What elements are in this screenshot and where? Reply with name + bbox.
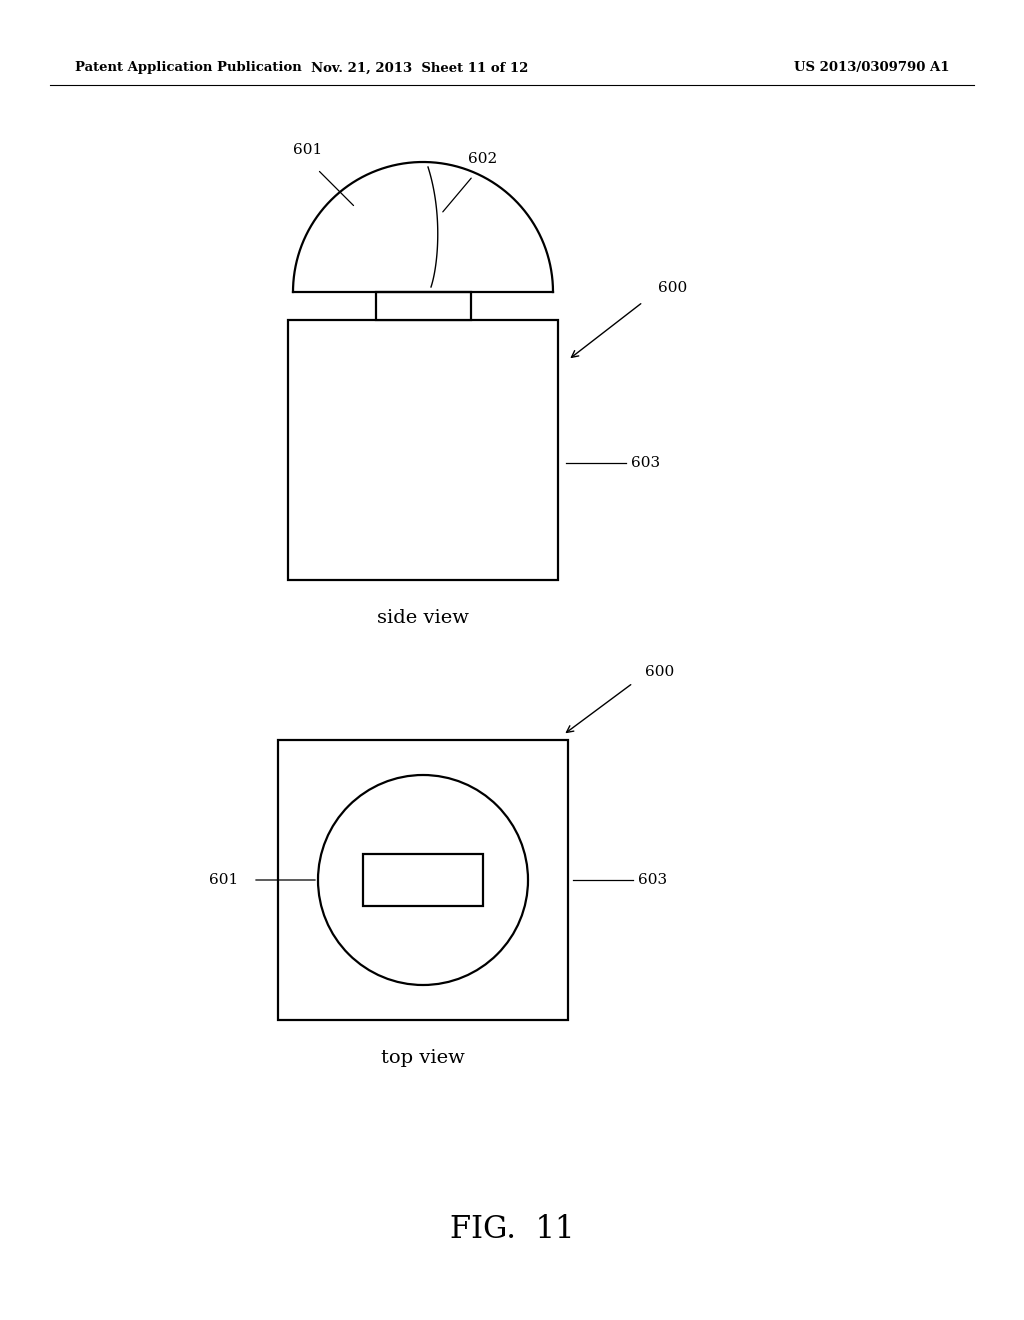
- Text: side view: side view: [377, 609, 469, 627]
- Text: Nov. 21, 2013  Sheet 11 of 12: Nov. 21, 2013 Sheet 11 of 12: [311, 62, 528, 74]
- Text: top view: top view: [381, 1049, 465, 1067]
- Bar: [278, 741, 568, 1020]
- Text: 603: 603: [638, 873, 667, 887]
- Text: 601: 601: [293, 144, 323, 157]
- Text: 602: 602: [468, 152, 498, 166]
- Text: 600: 600: [658, 281, 687, 294]
- Text: 602: 602: [409, 873, 437, 887]
- Bar: [362, 854, 483, 906]
- Text: FIG.  11: FIG. 11: [450, 1214, 574, 1246]
- Bar: [288, 319, 558, 579]
- Circle shape: [318, 775, 528, 985]
- Text: 601: 601: [209, 873, 238, 887]
- Text: 603: 603: [631, 455, 660, 470]
- Bar: [376, 292, 470, 319]
- Text: 600: 600: [645, 665, 674, 678]
- Text: Patent Application Publication: Patent Application Publication: [75, 62, 302, 74]
- Text: US 2013/0309790 A1: US 2013/0309790 A1: [795, 62, 950, 74]
